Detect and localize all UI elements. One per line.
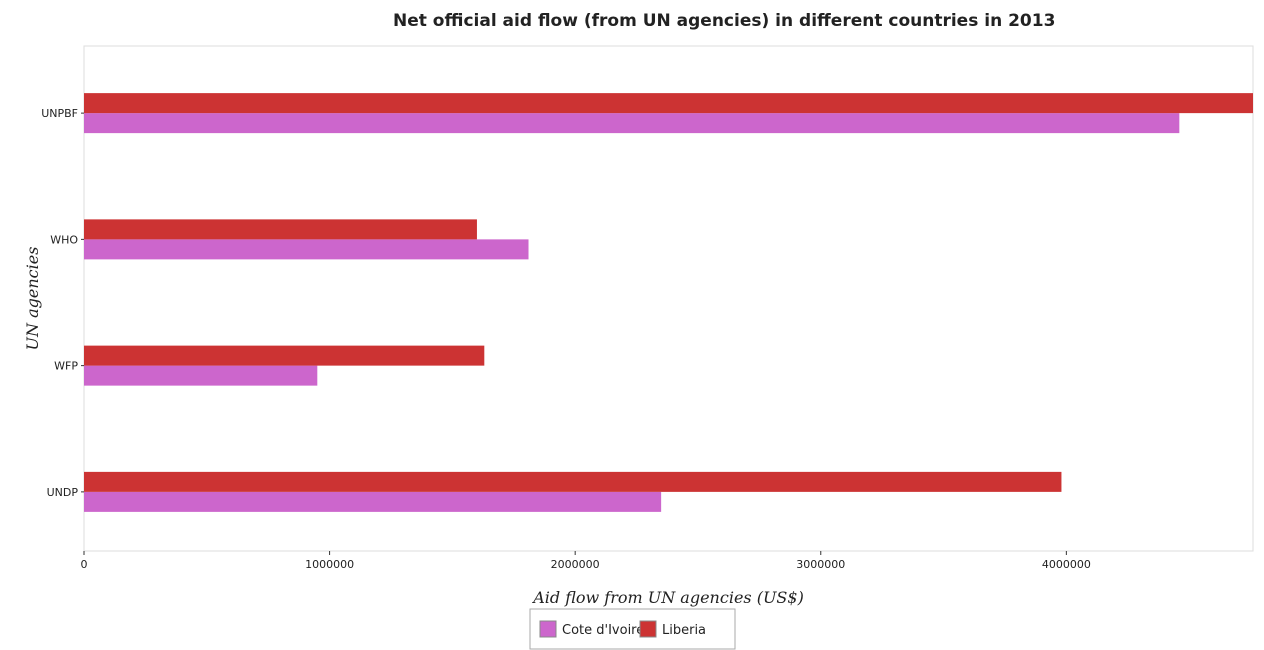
legend-swatch-cote-divoire <box>539 620 557 638</box>
bar-unpbf-liberia <box>84 93 1253 114</box>
x-axis-ticks: 0 1000000 2000000 3000000 4000000 <box>81 551 1091 571</box>
bar-undp-cote-divoire <box>84 491 662 512</box>
bar-undp-liberia <box>84 471 1062 492</box>
bar-who-liberia <box>84 219 477 240</box>
bar-unpbf-cote-divoire <box>84 113 1180 134</box>
bars <box>84 93 1253 512</box>
legend-label-cote-divoire: Cote d'Ivoire <box>562 623 644 638</box>
legend-box <box>529 608 736 650</box>
chart-title: Net official aid flow (from UN agencies)… <box>393 11 1055 31</box>
legend-swatch-liberia <box>639 620 657 638</box>
x-tick-label: 1000000 <box>305 558 354 571</box>
bar-who-cote-divoire <box>84 239 529 260</box>
y-tick-label: WHO <box>50 233 78 246</box>
y-tick-label: UNPBF <box>41 107 78 120</box>
y-tick-label: WFP <box>54 360 78 373</box>
legend: Cote d'Ivoire Liberia <box>529 608 736 650</box>
y-axis-ticks: UNPBF WHO WFP UNDP <box>41 107 84 499</box>
x-tick-label: 3000000 <box>796 558 845 571</box>
bar-wfp-liberia <box>84 345 485 366</box>
y-tick-label: UNDP <box>47 486 79 499</box>
x-axis-title: Aid flow from UN agencies (US$) <box>531 588 804 607</box>
x-tick-label: 2000000 <box>551 558 600 571</box>
legend-label-liberia: Liberia <box>662 623 706 638</box>
y-axis-title: UN agencies <box>23 247 42 351</box>
plot-frame <box>83 45 1254 552</box>
x-tick-label: 0 <box>81 558 88 571</box>
x-tick-label: 4000000 <box>1042 558 1091 571</box>
bar-wfp-cote-divoire <box>84 365 318 386</box>
